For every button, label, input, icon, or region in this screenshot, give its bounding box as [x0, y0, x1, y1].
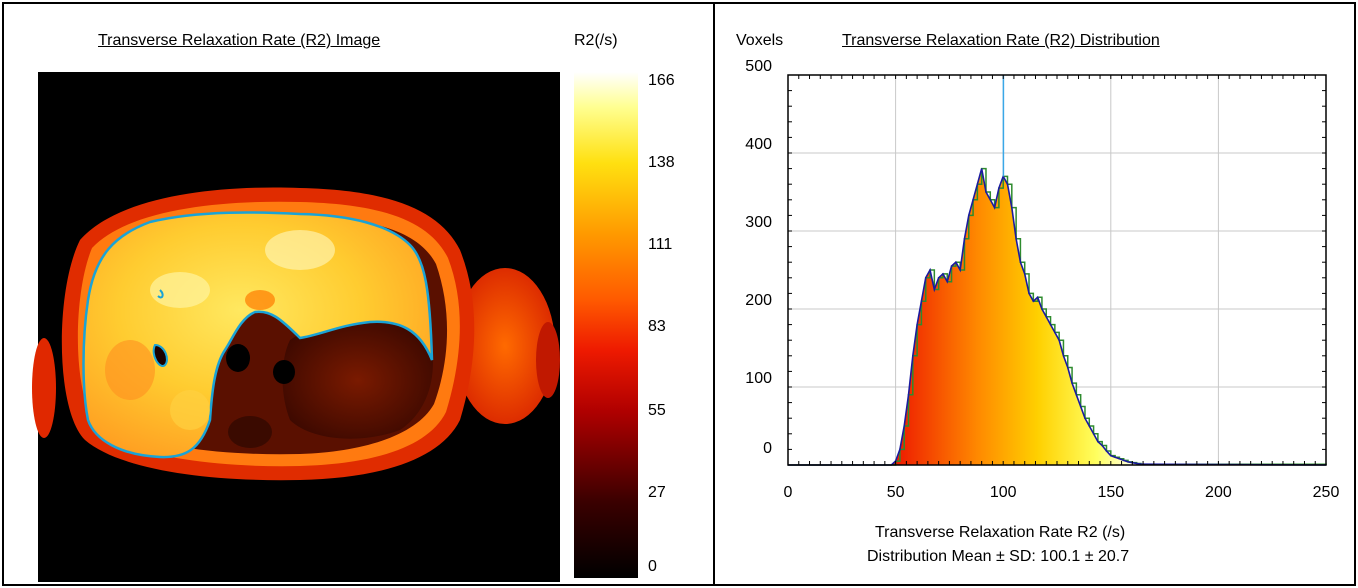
colorbar-tick: 166	[648, 72, 675, 89]
x-tick-label: 50	[887, 484, 905, 501]
summary-text: Distribution Mean ± SD: 100.1 ± 20.7	[867, 548, 1130, 565]
stomach-region	[282, 321, 433, 439]
colorbar	[574, 72, 638, 578]
x-tick-label: 0	[784, 484, 793, 501]
y-axis-label: Voxels	[736, 32, 784, 49]
y-tick-label: 400	[745, 136, 772, 153]
colorbar-tick: 55	[648, 402, 666, 419]
colorbar-tick: 0	[648, 558, 657, 575]
x-tick-label: 250	[1313, 484, 1340, 501]
y-tick-label: 500	[745, 58, 772, 75]
x-axis-label: Transverse Relaxation Rate R2 (/s)	[875, 524, 1126, 541]
right-arm	[455, 268, 555, 424]
histogram-outline	[788, 168, 1327, 466]
image-title: Transverse Relaxation Rate (R2) Image	[98, 32, 381, 49]
colorbar-tick: 138	[648, 154, 675, 171]
y-tick-label: 300	[745, 214, 772, 231]
panel-divider	[713, 2, 715, 586]
colorbar-tick: 27	[648, 484, 666, 501]
colorbar-tick: 83	[648, 318, 666, 335]
y-tick-label: 0	[763, 440, 772, 457]
colorbar-label: R2(/s)	[574, 32, 618, 49]
y-tick-label: 100	[745, 370, 772, 387]
histogram-area	[788, 168, 1326, 465]
x-tick-label: 150	[1097, 484, 1124, 501]
left-arm	[32, 338, 56, 438]
colorbar-tick: 111	[648, 236, 673, 253]
x-tick-label: 100	[990, 484, 1017, 501]
chart-title: Transverse Relaxation Rate (R2) Distribu…	[842, 32, 1160, 49]
x-tick-label: 200	[1205, 484, 1232, 501]
y-tick-label: 200	[745, 292, 772, 309]
